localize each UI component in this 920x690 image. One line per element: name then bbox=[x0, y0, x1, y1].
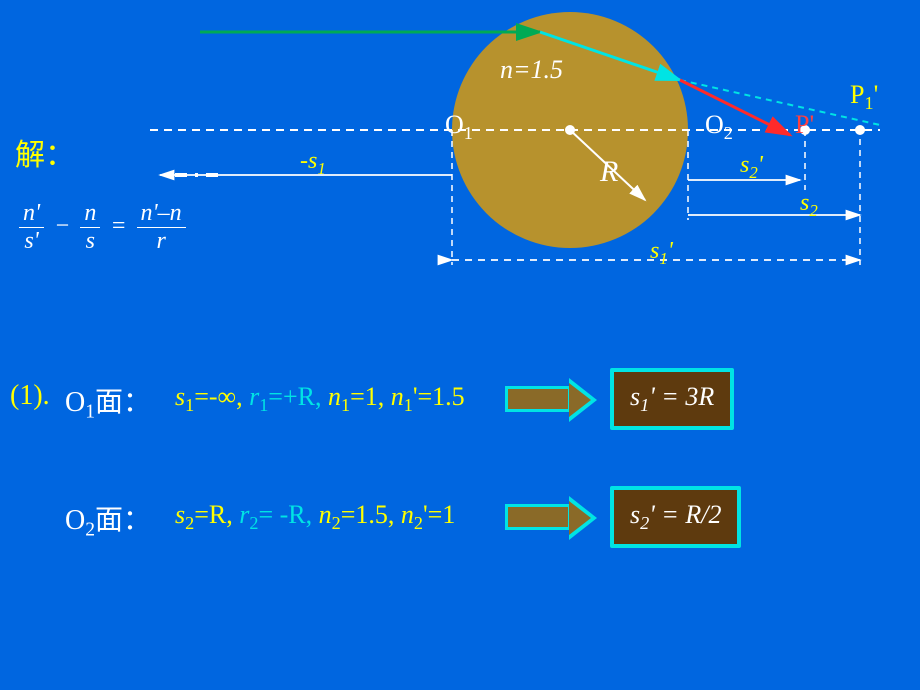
O1-label: O1 bbox=[445, 110, 473, 144]
item-prefix: (1). bbox=[10, 380, 50, 412]
O2-label: O2 bbox=[705, 110, 733, 144]
solve-label: 解： bbox=[15, 130, 75, 174]
result-box: s1' = 3R bbox=[610, 368, 734, 430]
terms-line: s2=R, r2= -R, n2=1.5, n2'=1 bbox=[175, 500, 455, 534]
terms-line: s1=-∞, r1=+R, n1=1, n1'=1.5 bbox=[175, 382, 465, 416]
neg-s1-label: -s1 bbox=[300, 148, 326, 179]
s1prime-label: s1' bbox=[650, 238, 673, 269]
surface-label: O1面： bbox=[65, 380, 151, 424]
P-label: P' bbox=[795, 110, 814, 140]
P1-label: P1' bbox=[850, 80, 878, 114]
result-box: s2' = R/2 bbox=[610, 486, 741, 548]
diagram-stage: n=1.5 R O1 O2 P' P1' -s1 s2' s2 s1' 解： n's' − ns = … bbox=[0, 0, 920, 690]
surface-label: O2面： bbox=[65, 498, 151, 542]
s2prime-label: s2' bbox=[740, 152, 763, 183]
refraction-formula: n's' − ns = n'–nr bbox=[15, 200, 190, 255]
R-label: R bbox=[600, 155, 618, 189]
s2-label: s2 bbox=[800, 190, 818, 221]
n-label: n=1.5 bbox=[500, 55, 563, 85]
